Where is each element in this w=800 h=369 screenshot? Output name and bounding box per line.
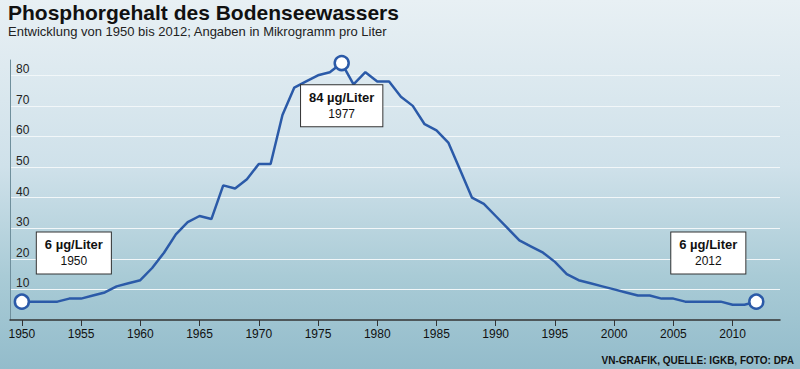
svg-text:20: 20 (16, 246, 30, 260)
svg-text:60: 60 (16, 123, 30, 137)
svg-text:1990: 1990 (482, 327, 509, 341)
svg-text:Phosphorgehalt des Bodenseewas: Phosphorgehalt des Bodenseewassers (8, 1, 399, 24)
svg-text:50: 50 (16, 154, 30, 168)
svg-text:VN-GRAFIK, QUELLE: IGKB, FOTO:: VN-GRAFIK, QUELLE: IGKB, FOTO: DPA (602, 355, 794, 366)
svg-text:1980: 1980 (364, 327, 391, 341)
svg-text:2005: 2005 (660, 327, 687, 341)
svg-text:10: 10 (16, 276, 30, 290)
svg-text:6 µg/Liter: 6 µg/Liter (45, 237, 103, 252)
svg-text:1995: 1995 (542, 327, 569, 341)
svg-text:1975: 1975 (305, 327, 332, 341)
svg-text:1985: 1985 (423, 327, 450, 341)
svg-text:1950: 1950 (60, 254, 87, 268)
svg-text:1977: 1977 (328, 107, 355, 121)
svg-text:6 µg/Liter: 6 µg/Liter (679, 237, 737, 252)
svg-text:70: 70 (16, 93, 30, 107)
svg-text:1965: 1965 (186, 327, 213, 341)
svg-text:1960: 1960 (127, 327, 154, 341)
svg-text:80: 80 (16, 62, 30, 76)
svg-text:40: 40 (16, 185, 30, 199)
svg-text:1955: 1955 (68, 327, 95, 341)
svg-text:Entwicklung von 1950 bis 2012;: Entwicklung von 1950 bis 2012; Angaben i… (8, 24, 387, 39)
svg-text:84 µg/Liter: 84 µg/Liter (309, 90, 374, 105)
svg-text:1970: 1970 (245, 327, 272, 341)
svg-text:2012: 2012 (695, 254, 722, 268)
svg-text:2000: 2000 (601, 327, 628, 341)
svg-text:1950: 1950 (8, 327, 35, 341)
svg-text:2010: 2010 (719, 327, 746, 341)
svg-text:30: 30 (16, 215, 30, 229)
